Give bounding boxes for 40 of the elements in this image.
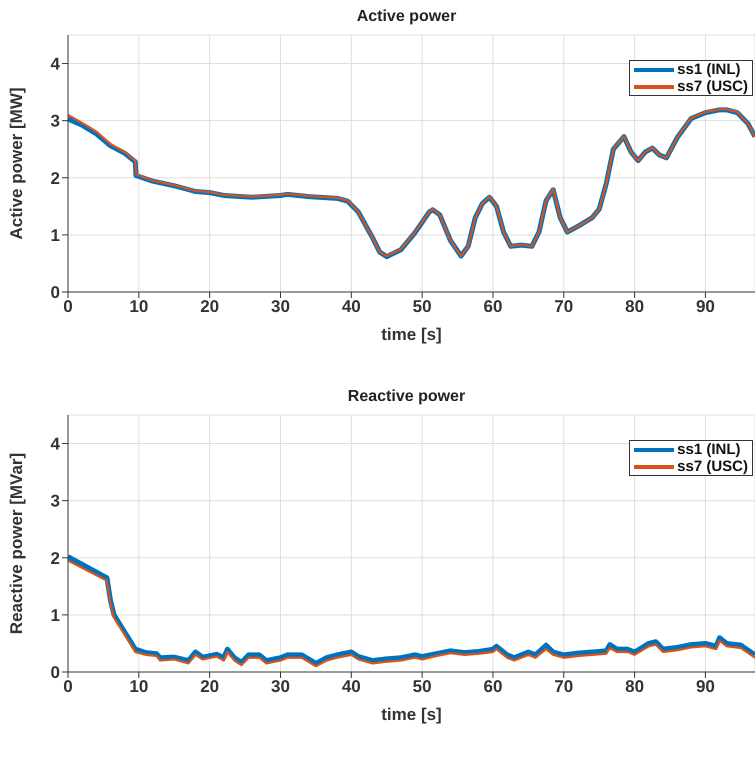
x-axis-title: time [s] [381, 325, 442, 344]
y-tick-label: 1 [50, 226, 60, 245]
y-tick-label: 0 [50, 283, 60, 302]
x-axis-title: time [s] [381, 705, 442, 724]
chart-title: Active power [356, 8, 458, 27]
y-axis-title: Reactive power [MVar] [7, 452, 26, 634]
x-tick-label: 80 [625, 677, 644, 696]
legend-label: ss1 (INL) [677, 441, 740, 458]
x-tick-label: 50 [412, 297, 432, 316]
x-tick-label: 30 [271, 297, 290, 316]
x-tick-label: 30 [271, 677, 290, 696]
x-tick-label: 90 [696, 297, 715, 316]
legend-label: ss7 (USC) [677, 458, 748, 475]
x-tick-label: 90 [696, 677, 715, 696]
x-tick-label: 0 [63, 677, 73, 696]
x-tick-label: 60 [483, 297, 502, 316]
x-tick-label: 20 [200, 677, 220, 696]
x-tick-label: 80 [625, 297, 644, 316]
y-tick-label: 3 [50, 492, 60, 511]
legend-label: ss7 (USC) [677, 78, 748, 95]
y-tick-label: 2 [50, 168, 60, 188]
y-tick-label: 1 [50, 606, 60, 625]
chart-title: Reactive power [346, 388, 466, 407]
y-tick-label: 4 [50, 434, 61, 454]
x-tick-label: 70 [554, 677, 574, 696]
x-tick-label: 50 [412, 677, 432, 696]
x-tick-label: 40 [342, 677, 361, 696]
x-tick-label: 0 [63, 297, 73, 316]
y-tick-label: 2 [50, 548, 60, 568]
y-tick-label: 0 [50, 663, 60, 682]
x-tick-label: 70 [554, 297, 574, 316]
x-tick-label: 60 [483, 677, 502, 696]
legend-label: ss1 (INL) [677, 61, 740, 78]
x-tick-label: 20 [200, 297, 220, 316]
x-tick-label: 10 [129, 677, 148, 696]
y-axis-title: Active power [MW] [7, 87, 26, 240]
x-tick-label: 10 [129, 297, 148, 316]
y-tick-label: 4 [50, 54, 61, 74]
y-tick-label: 3 [50, 112, 60, 131]
x-tick-label: 40 [342, 297, 361, 316]
